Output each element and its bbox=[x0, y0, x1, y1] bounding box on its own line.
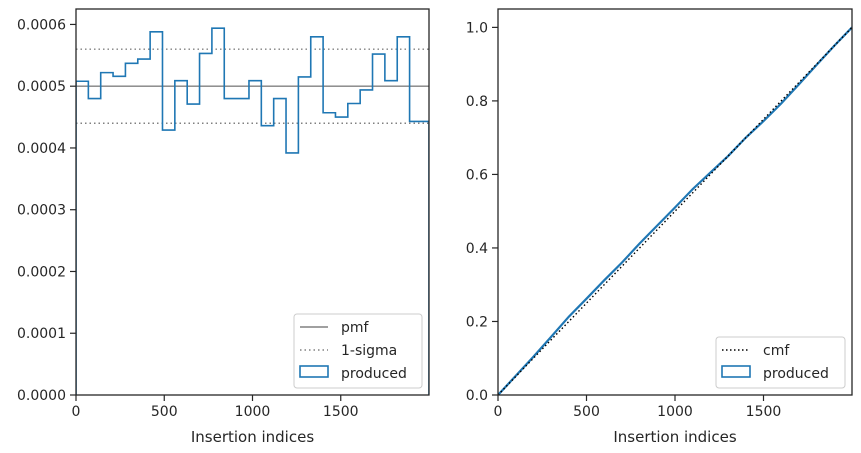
produced-step-histogram bbox=[76, 27, 429, 395]
y-tick-label: 0.0002 bbox=[17, 264, 66, 280]
x-tick-label: 1000 bbox=[235, 404, 271, 420]
x-tick-label: 1500 bbox=[323, 404, 359, 420]
y-tick-label: 0.6 bbox=[466, 167, 488, 183]
y-tick-label: 0.2 bbox=[466, 314, 488, 330]
legend-label-sigma: 1-sigma bbox=[341, 343, 397, 359]
legend-swatch-produced bbox=[299, 365, 329, 378]
x-tick-label: 0 bbox=[494, 404, 503, 420]
y-tick-label: 0.0001 bbox=[17, 326, 66, 342]
y-tick-label: 0.0005 bbox=[17, 79, 66, 95]
y-tick-label: 0.8 bbox=[466, 94, 488, 110]
y-tick-label: 0.4 bbox=[466, 241, 488, 257]
legend: cmf produced bbox=[715, 336, 846, 389]
x-axis-label: Insertion indices bbox=[613, 428, 736, 446]
legend-swatch-produced bbox=[721, 365, 751, 378]
left-panel-pmf-histogram: 0 500 1000 1500 0.0000 0.0001 0.0002 0.0003 0.00… bbox=[17, 8, 430, 446]
y-tick-label: 0.0 bbox=[466, 388, 488, 404]
y-tick-label: 0.0003 bbox=[17, 203, 66, 219]
legend-label-produced: produced bbox=[763, 366, 829, 382]
x-tick-label: 0 bbox=[72, 404, 81, 420]
plot-area bbox=[498, 26, 852, 395]
produced-cumulative-line bbox=[498, 26, 852, 395]
cmf-line bbox=[498, 26, 852, 395]
legend-label-cmf: cmf bbox=[763, 343, 790, 359]
x-tick-label: 500 bbox=[573, 404, 600, 420]
y-tick-label: 0.0004 bbox=[17, 141, 66, 157]
legend-box bbox=[715, 336, 846, 389]
plot-frame bbox=[497, 8, 853, 396]
legend: pmf 1-sigma produced bbox=[293, 313, 423, 389]
y-tick-label: 0.0006 bbox=[17, 17, 66, 33]
legend-box bbox=[293, 313, 423, 389]
plot-frame bbox=[75, 8, 430, 396]
legend-label-pmf: pmf bbox=[341, 320, 370, 336]
plot-area bbox=[76, 27, 429, 395]
x-tick-label: 500 bbox=[151, 404, 178, 420]
x-axis-label: Insertion indices bbox=[191, 428, 314, 446]
right-panel-cmf-line: 0 500 1000 1500 0.0 0.2 0.4 0.6 0.8 1.0 Insertion … bbox=[466, 8, 853, 446]
legend-label-produced: produced bbox=[341, 366, 407, 382]
y-tick-label: 0.0000 bbox=[17, 388, 66, 404]
y-tick-label: 1.0 bbox=[466, 20, 488, 36]
x-tick-label: 1500 bbox=[746, 404, 782, 420]
x-tick-label: 1000 bbox=[657, 404, 693, 420]
